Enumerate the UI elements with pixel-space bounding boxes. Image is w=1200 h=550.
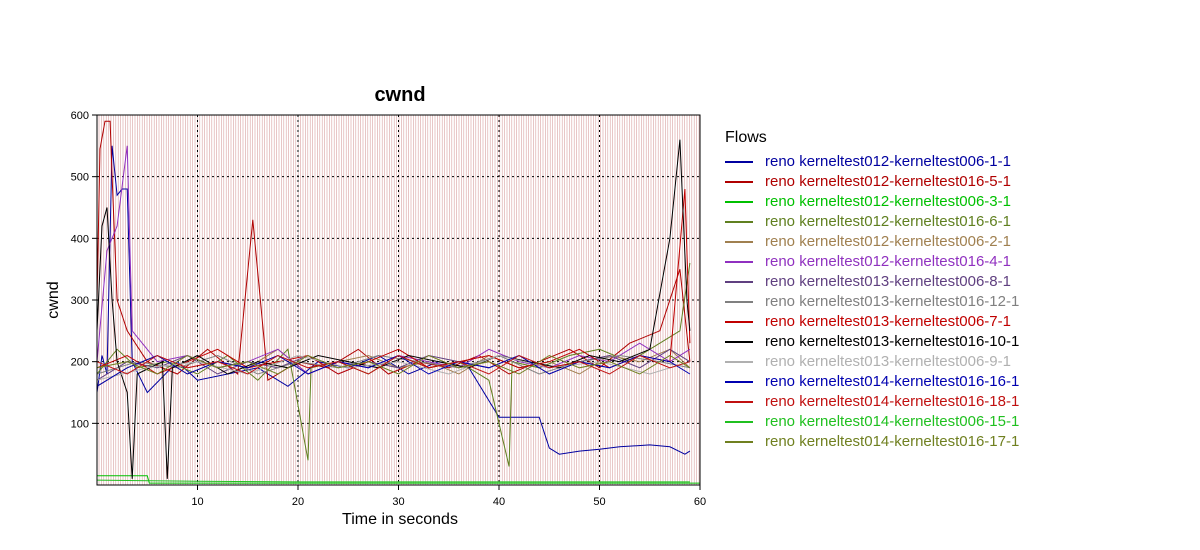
y-tick-label: 100	[71, 418, 89, 430]
legend-label: reno kerneltest013-kerneltest006-9-1	[765, 353, 1011, 370]
legend-label: reno kerneltest013-kerneltest006-7-1	[765, 313, 1011, 330]
x-tick-label: 40	[493, 496, 505, 508]
x-tick-label: 50	[593, 496, 605, 508]
legend-items: reno kerneltest012-kerneltest006-1-1 reno…	[725, 152, 1019, 452]
y-tick-label: 600	[71, 110, 89, 122]
x-tick-label: 10	[191, 496, 203, 508]
x-tick-label: 60	[694, 496, 706, 508]
legend-label: reno kerneltest013-kerneltest016-12-1	[765, 293, 1020, 310]
legend-item: reno kerneltest014-kerneltest016-16-1	[725, 372, 1019, 392]
legend-swatch	[725, 261, 753, 263]
series-line-1	[96, 145, 691, 455]
x-axis-label: Time in seconds	[342, 511, 458, 528]
legend-item: reno kerneltest012-kerneltest006-3-1	[725, 192, 1019, 212]
legend-swatch	[725, 181, 753, 183]
legend-item: reno kerneltest013-kerneltest006-7-1	[725, 312, 1019, 332]
legend-swatch	[725, 321, 753, 323]
legend-item: reno kerneltest013-kerneltest006-8-1	[725, 272, 1019, 292]
legend: Flows reno kerneltest012-kerneltest006-1…	[725, 128, 1019, 452]
legend-item: reno kerneltest012-kerneltest006-1-1	[725, 152, 1019, 172]
legend-title: Flows	[725, 129, 767, 146]
series-line-14	[96, 479, 690, 483]
y-tick-label: 400	[71, 233, 89, 245]
legend-swatch	[725, 161, 753, 163]
y-axis-label: cwnd	[45, 281, 62, 318]
axis-ticks: 10 20 30 40 50 60 100 200 300 400 500 600	[71, 110, 706, 508]
legend-swatch	[725, 241, 753, 243]
legend-label: reno kerneltest014-kerneltest016-17-1	[765, 433, 1020, 450]
x-tick-label: 30	[392, 496, 404, 508]
legend-item: reno kerneltest014-kerneltest006-15-1	[725, 412, 1019, 432]
legend-label: reno kerneltest013-kerneltest006-8-1	[765, 273, 1011, 290]
legend-swatch	[725, 441, 753, 443]
chart-title: cwnd	[374, 84, 425, 106]
series-line-10	[96, 139, 691, 479]
y-tick-label: 300	[71, 295, 89, 307]
series-line-3	[97, 475, 700, 484]
series-line-11	[96, 354, 691, 381]
legend-item: reno kerneltest014-kerneltest016-18-1	[725, 392, 1019, 412]
legend-swatch	[725, 381, 753, 383]
legend-item: reno kerneltest013-kerneltest006-9-1	[725, 352, 1019, 372]
legend-item: reno kerneltest012-kerneltest016-5-1	[725, 172, 1019, 192]
legend-label: reno kerneltest014-kerneltest006-15-1	[765, 413, 1020, 430]
series-lines	[96, 120, 700, 484]
legend-label: reno kerneltest013-kerneltest016-10-1	[765, 333, 1020, 350]
legend-item: reno kerneltest012-kerneltest006-2-1	[725, 232, 1019, 252]
legend-swatch	[725, 221, 753, 223]
series-line-15	[96, 354, 691, 375]
legend-swatch	[725, 341, 753, 343]
legend-label: reno kerneltest012-kerneltest006-3-1	[765, 193, 1011, 210]
y-tick-label: 500	[71, 172, 89, 184]
legend-label: reno kerneltest012-kerneltest006-1-1	[765, 153, 1011, 170]
legend-swatch	[725, 281, 753, 283]
legend-label: reno kerneltest012-kerneltest016-5-1	[765, 173, 1011, 190]
y-tick-label: 200	[71, 357, 89, 369]
legend-label: reno kerneltest012-kerneltest016-4-1	[765, 253, 1011, 270]
legend-item: reno kerneltest012-kerneltest016-6-1	[725, 212, 1019, 232]
series-line-2	[96, 120, 691, 382]
legend-item: reno kerneltest013-kerneltest016-12-1	[725, 292, 1019, 312]
legend-swatch	[725, 361, 753, 363]
legend-label: reno kerneltest012-kerneltest016-6-1	[765, 213, 1011, 230]
legend-item: reno kerneltest012-kerneltest016-4-1	[725, 252, 1019, 272]
series-line-13	[96, 354, 691, 375]
legend-swatch	[725, 201, 753, 203]
legend-label: reno kerneltest014-kerneltest016-18-1	[765, 393, 1020, 410]
legend-label: reno kerneltest014-kerneltest016-16-1	[765, 373, 1020, 390]
legend-swatch	[725, 421, 753, 423]
legend-item: reno kerneltest014-kerneltest016-17-1	[725, 432, 1019, 452]
legend-swatch	[725, 301, 753, 303]
legend-swatch	[725, 401, 753, 403]
x-tick-label: 20	[292, 496, 304, 508]
legend-label: reno kerneltest012-kerneltest006-2-1	[765, 233, 1011, 250]
legend-item: reno kerneltest013-kerneltest016-10-1	[725, 332, 1019, 352]
